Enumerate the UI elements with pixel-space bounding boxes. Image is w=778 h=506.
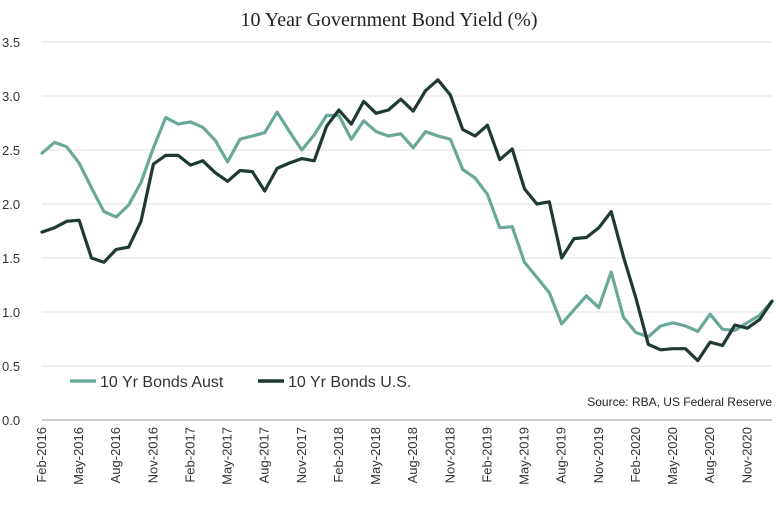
y-tick-label: 0.5 [2, 359, 20, 374]
gridlines [42, 41, 772, 367]
x-tick-label: Feb-2017 [182, 427, 197, 483]
legend: 10 Yr Bonds Aust 10 Yr Bonds U.S. [70, 374, 411, 391]
x-tick-label: Aug-2019 [554, 427, 569, 483]
y-tick-label: 2.0 [2, 197, 20, 212]
y-tick-label: 2.5 [2, 143, 20, 158]
x-tick-label: Aug-2017 [257, 427, 272, 483]
chart-title: 10 Year Government Bond Yield (%) [241, 9, 538, 31]
x-tick-label: Aug-2016 [108, 427, 123, 483]
legend-label-aust: 10 Yr Bonds Aust [100, 374, 224, 391]
x-tick-label: May-2020 [665, 427, 680, 485]
x-tick-label: Nov-2016 [145, 427, 160, 483]
x-tick-label: Nov-2020 [739, 427, 754, 483]
y-tick-label: 1.0 [2, 305, 20, 320]
y-tick-label: 1.5 [2, 251, 20, 266]
x-tick-label: May-2017 [220, 427, 235, 485]
x-tick-label: May-2018 [368, 427, 383, 485]
series-lines [40, 78, 774, 363]
series-line-us [40, 78, 774, 363]
y-axis-ticks: 0.0 0.5 1.0 1.5 2.0 2.5 3.0 3.5 [2, 35, 20, 428]
x-axis-ticks: Feb-2016 May-2016 Aug-2016 Nov-2016 Feb-2017… [34, 427, 754, 485]
x-tick-label: Feb-2016 [34, 427, 49, 483]
y-tick-label: 3.0 [2, 89, 20, 104]
series-line-aust [40, 110, 774, 339]
legend-label-us: 10 Yr Bonds U.S. [288, 374, 411, 391]
y-tick-label: 0.0 [2, 413, 20, 428]
y-tick-label: 3.5 [2, 35, 20, 50]
x-tick-label: Feb-2018 [331, 427, 346, 483]
x-tick-label: Nov-2019 [591, 427, 606, 483]
x-tick-label: May-2019 [517, 427, 532, 485]
x-tick-label: May-2016 [71, 427, 86, 485]
x-tick-label: Aug-2020 [702, 427, 717, 483]
source-note: Source: RBA, US Federal Reserve [587, 395, 772, 409]
x-tick-label: Feb-2020 [628, 427, 643, 483]
x-tick-label: Nov-2018 [442, 427, 457, 483]
x-tick-label: Feb-2019 [479, 427, 494, 483]
x-tick-label: Aug-2018 [405, 427, 420, 483]
x-tick-label: Nov-2017 [294, 427, 309, 483]
